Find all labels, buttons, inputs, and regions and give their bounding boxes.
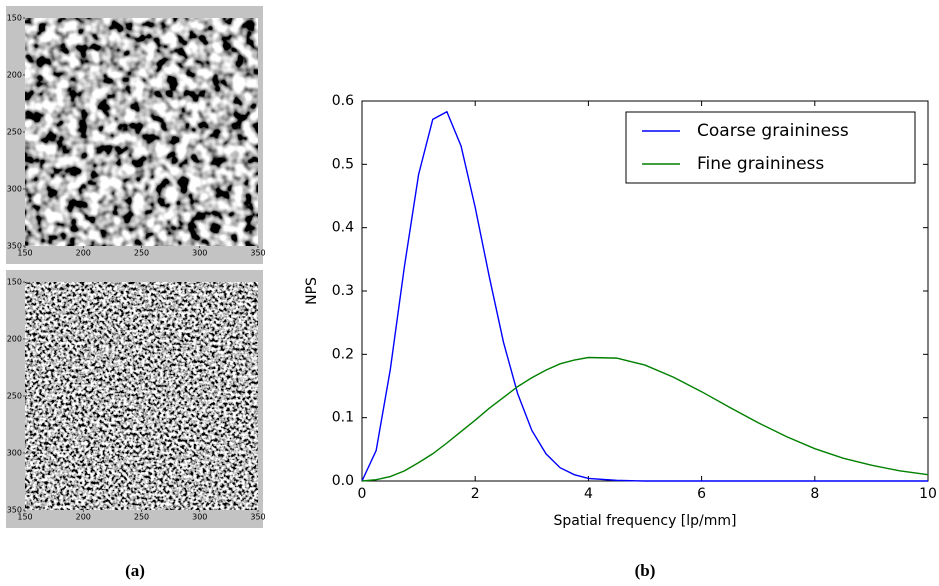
y-tick-label: 300 bbox=[7, 185, 22, 194]
y-tick-label: 0.5 bbox=[332, 156, 354, 172]
x-tick-label: 200 bbox=[76, 249, 91, 258]
x-tick-label: 4 bbox=[584, 486, 593, 502]
x-axis-label: Spatial frequency [lp/mm] bbox=[553, 513, 736, 529]
y-tick-label: 0.3 bbox=[332, 283, 354, 299]
x-tick-label: 2 bbox=[471, 486, 480, 502]
x-tick-label: 350 bbox=[250, 249, 265, 258]
y-tick-label: 0.0 bbox=[332, 473, 354, 489]
legend: Coarse graininess Fine graininess bbox=[626, 112, 915, 183]
x-tick-label: 6 bbox=[697, 486, 706, 502]
x-tick-label: 200 bbox=[76, 513, 91, 522]
y-tick-label: 200 bbox=[7, 71, 22, 80]
caption: (a) bbox=[125, 561, 145, 580]
y-tick-label: 0.2 bbox=[332, 346, 354, 362]
y-tick-label: 0.6 bbox=[332, 93, 354, 109]
y-tick-label: 0.1 bbox=[332, 410, 354, 426]
y-tick-label: 200 bbox=[7, 335, 22, 344]
x-tick-label: 250 bbox=[134, 513, 149, 522]
legend-label: Coarse graininess bbox=[697, 121, 849, 141]
x-tick-label: 250 bbox=[134, 249, 149, 258]
x-tick-label: 300 bbox=[192, 249, 207, 258]
figure: (a) (b) 15020025030035015020025030035015… bbox=[0, 0, 939, 586]
x-tick-label: 0 bbox=[358, 486, 367, 502]
caption: (b) bbox=[635, 561, 656, 580]
y-tick-label: 250 bbox=[7, 392, 22, 401]
x-tick-label: 10 bbox=[919, 486, 937, 502]
noise-image bbox=[25, 282, 258, 510]
page: {"chart_data": [ {"type": "image", "text… bbox=[0, 0, 939, 586]
y-tick-label: 150 bbox=[7, 278, 22, 287]
noise-image bbox=[25, 18, 258, 246]
y-tick-label: 250 bbox=[7, 128, 22, 137]
x-tick-label: 300 bbox=[192, 513, 207, 522]
y-tick-label: 300 bbox=[7, 449, 22, 458]
x-tick-label: 8 bbox=[810, 486, 819, 502]
y-tick-label: 350 bbox=[7, 242, 22, 251]
legend-label: Fine graininess bbox=[697, 154, 824, 174]
y-axis-label: NPS bbox=[304, 277, 320, 305]
y-tick-label: 350 bbox=[7, 506, 22, 515]
x-tick-label: 350 bbox=[250, 513, 265, 522]
y-tick-label: 0.4 bbox=[332, 220, 354, 236]
y-tick-label: 150 bbox=[7, 14, 22, 23]
